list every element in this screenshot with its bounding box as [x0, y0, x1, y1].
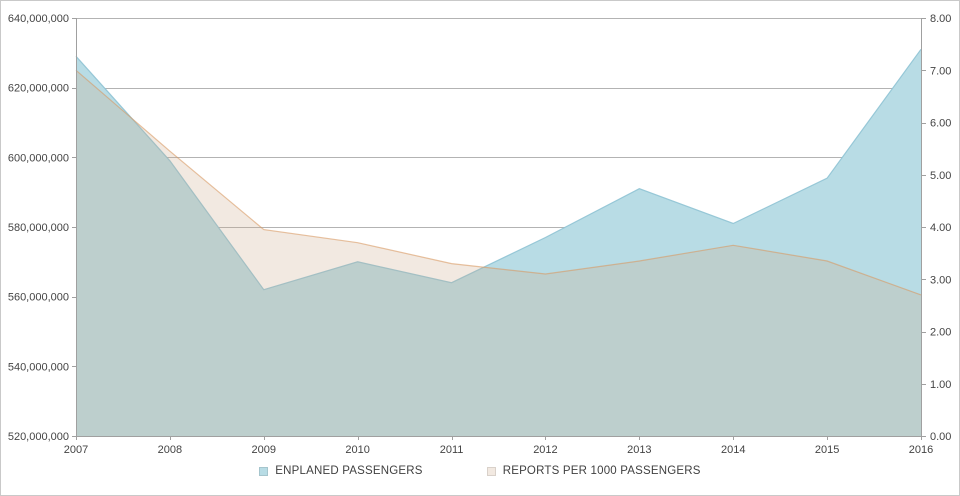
left-axis-tick-label: 560,000,000 [8, 292, 69, 304]
right-axis-tick-label: 0.00 [930, 431, 951, 443]
left-axis-tick-label: 600,000,000 [8, 152, 69, 164]
legend-swatch-enplaned-passengers-icon [259, 466, 269, 476]
right-axis-tick-label: 2.00 [930, 327, 951, 339]
right-axis-tick-label: 6.00 [930, 118, 951, 130]
chart-legend: ENPLANED PASSENGERS REPORTS PER 1000 PAS… [1, 465, 959, 477]
x-axis-tick-label: 2016 [909, 444, 933, 456]
left-axis-tick-label: 540,000,000 [8, 361, 69, 373]
area-series-1 [76, 70, 921, 437]
left-axis-tick-label: 580,000,000 [8, 222, 69, 234]
right-axis-tick-label: 8.00 [930, 13, 951, 25]
legend-label-enplaned-passengers: ENPLANED PASSENGERS [275, 465, 423, 477]
left-axis-tick-label: 620,000,000 [8, 83, 69, 95]
right-axis-tick-label: 7.00 [930, 65, 951, 77]
x-axis-tick-label: 2014 [721, 444, 745, 456]
legend-item-reports-per-1000-passengers: REPORTS PER 1000 PASSENGERS [486, 465, 701, 477]
x-axis-tick-label: 2013 [627, 444, 651, 456]
area-series-1-edge [75, 69, 922, 296]
x-axis-tick-label: 2009 [252, 444, 276, 456]
legend-item-enplaned-passengers: ENPLANED PASSENGERS [259, 465, 422, 477]
legend-swatch-reports-per-1000-passengers-icon [486, 466, 496, 476]
axes [72, 18, 926, 440]
left-axis-tick-label: 520,000,000 [8, 431, 69, 443]
legend-label-reports-per-1000-passengers: REPORTS PER 1000 PASSENGERS [502, 465, 701, 477]
right-axis-tick-label: 4.00 [930, 222, 951, 234]
x-axis-tick-label: 2008 [158, 444, 182, 456]
area-series-0-edge [75, 48, 922, 291]
right-axis-tick-label: 3.00 [930, 274, 951, 286]
left-axis-labels: 640,000,000 620,000,000 600,000,000 580,000… [8, 13, 69, 443]
x-axis-tick-label: 2007 [64, 444, 88, 456]
x-axis-tick-label: 2012 [533, 444, 557, 456]
area-series-0 [76, 49, 921, 437]
x-axis-labels: 2007 2008 2009 2010 2011 2012 2013 2014 2015 2016 [64, 444, 933, 456]
left-axis-tick-label: 640,000,000 [8, 13, 69, 25]
x-axis-tick-label: 2015 [815, 444, 839, 456]
x-axis-tick-label: 2011 [440, 444, 464, 456]
right-axis-tick-label: 1.00 [930, 379, 951, 391]
right-axis-tick-label: 5.00 [930, 170, 951, 182]
x-axis-tick-label: 2010 [345, 444, 369, 456]
right-axis-labels: 8.00 7.00 6.00 5.00 4.00 3.00 2.00 1.00 0.00 [930, 13, 951, 443]
